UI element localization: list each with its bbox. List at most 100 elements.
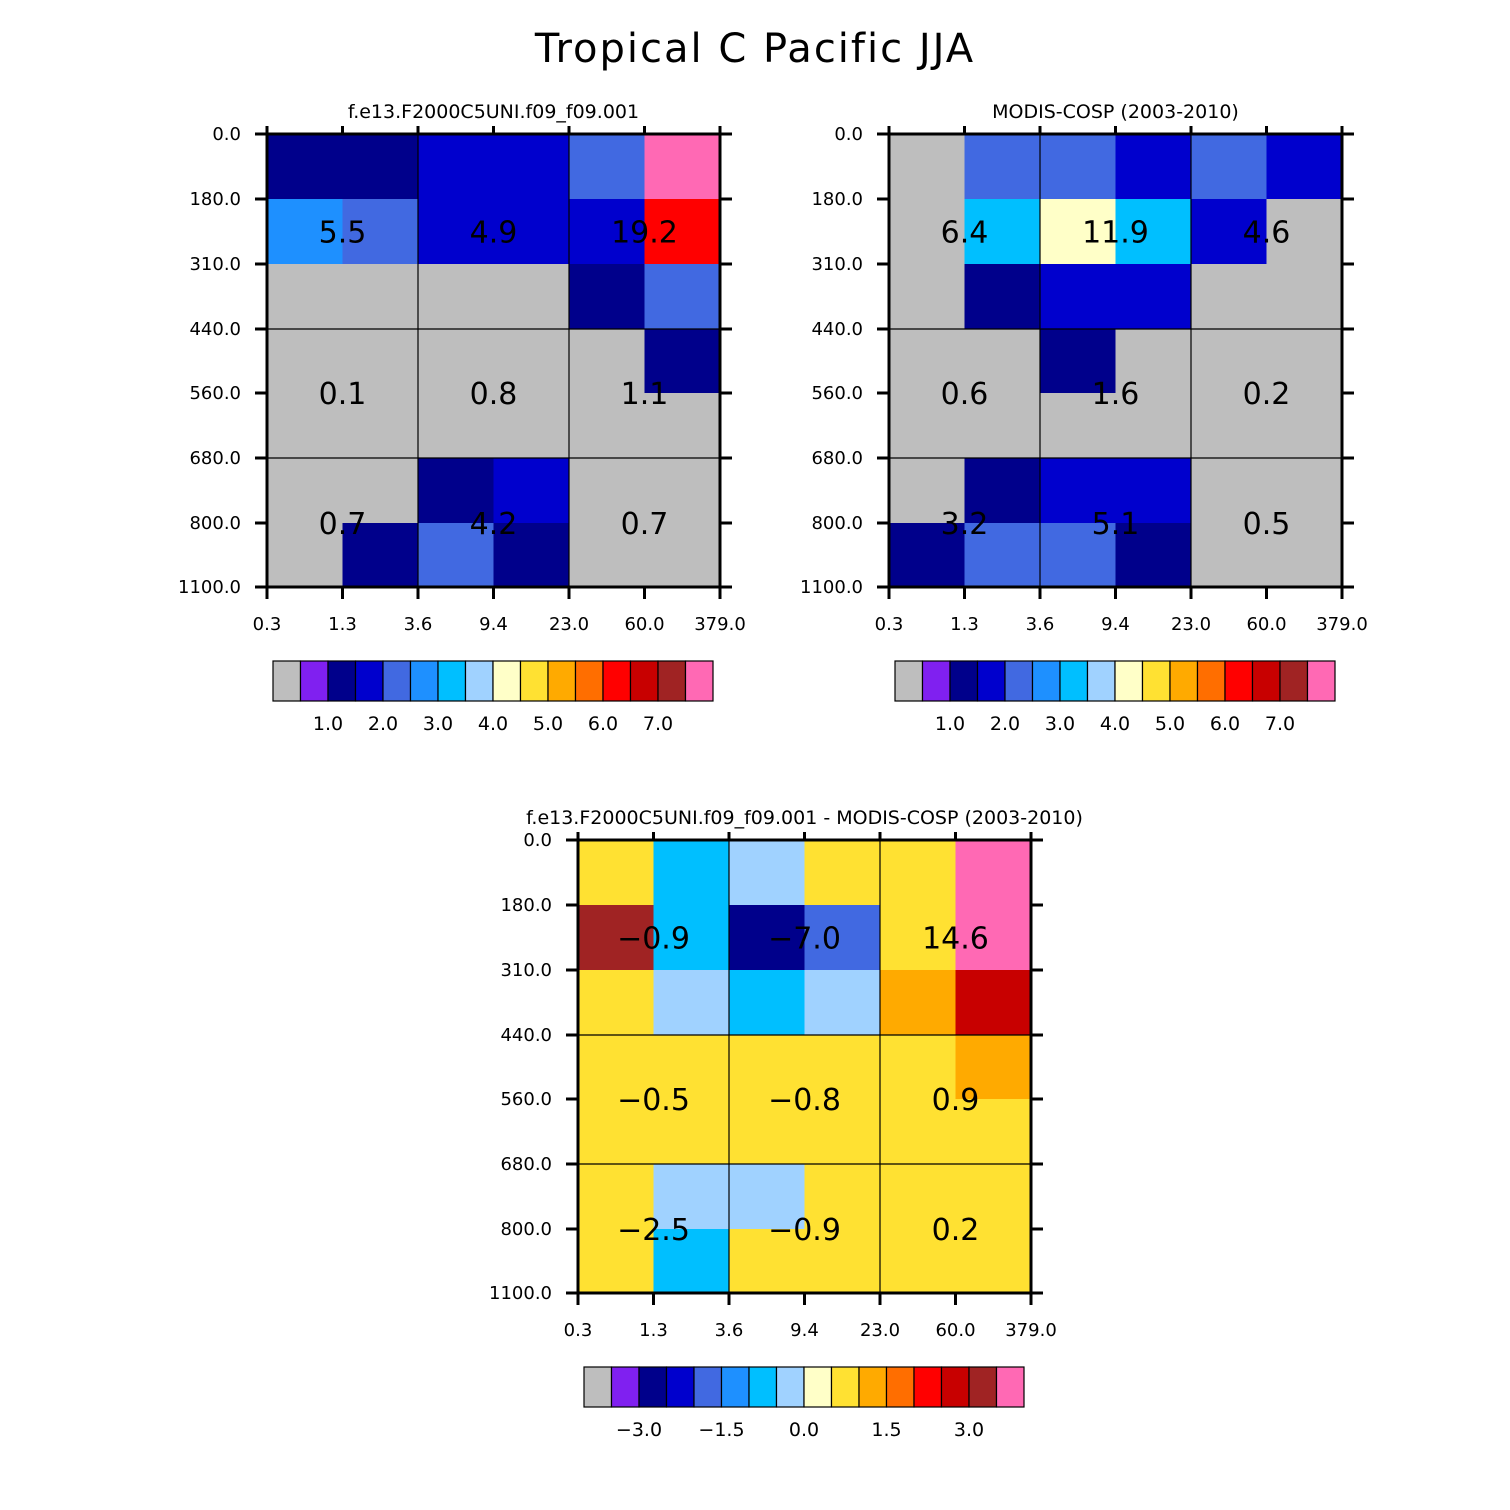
y-tick-label: 310.0 [500, 960, 552, 981]
y-tick-label: 560.0 [811, 383, 863, 404]
heatmap-cell [1115, 523, 1192, 588]
heatmap-cell [880, 1099, 957, 1165]
colorbar-swatch [464, 660, 494, 702]
heatmap-cell [644, 134, 721, 200]
heatmap-cell [955, 840, 1032, 906]
heatmap-cell [342, 523, 419, 588]
colorbar-swatch [1251, 660, 1281, 702]
cell-value-label: 6.4 [941, 216, 989, 251]
colorbar-label: 4.0 [1100, 713, 1130, 735]
colorbar-swatch [1031, 660, 1061, 702]
x-tick-label: 1.3 [950, 614, 979, 635]
heatmap-cell [1115, 199, 1192, 265]
y-tick-label: 680.0 [811, 448, 863, 469]
heatmap-cell [729, 840, 806, 906]
heatmap-panel-3: f.e13.F2000C5UNI.f09_f09.001 - MODIS-COS… [489, 807, 1083, 1441]
heatmap-cell [1191, 393, 1268, 459]
heatmap-cell [569, 134, 646, 200]
heatmap-cell [569, 199, 646, 265]
colorbar-label: 6.0 [1210, 713, 1240, 735]
heatmap-cell [1266, 329, 1343, 394]
panel-title: f.e13.F2000C5UNI.f09_f09.001 [348, 101, 639, 123]
x-tick-label: 23.0 [860, 1320, 900, 1341]
x-tick-label: 1.3 [328, 614, 357, 635]
x-tick-label: 0.3 [875, 614, 904, 635]
colorbar-swatch [409, 660, 439, 702]
cell-value-label: 0.6 [941, 377, 989, 412]
colorbar-swatch [1086, 660, 1116, 702]
x-tick-label: 379.0 [694, 614, 746, 635]
heatmap-cell [880, 970, 957, 1036]
y-tick-label: 0.0 [212, 124, 241, 145]
y-tick-label: 0.0 [523, 830, 552, 851]
cell-value-label: −0.8 [768, 1083, 841, 1118]
colorbar-swatch [1114, 660, 1144, 702]
colorbar-swatch [610, 1366, 640, 1408]
colorbar-label: 5.0 [1155, 713, 1185, 735]
heatmap-cell [804, 970, 881, 1036]
heatmap-cell [1040, 458, 1117, 524]
heatmap-cell [955, 1099, 1032, 1165]
colorbar-swatch [327, 660, 357, 702]
cell-value-label: 4.6 [1243, 216, 1291, 251]
heatmap-cell [493, 264, 570, 330]
colorbar-swatch [492, 660, 522, 702]
heatmap-cell [889, 199, 966, 265]
colorbar-swatch [949, 660, 979, 702]
colorbar-swatch [858, 1366, 888, 1408]
heatmap-cell [804, 840, 881, 906]
colorbar-swatch [638, 1366, 668, 1408]
heatmap-cell [1040, 393, 1117, 459]
figure-title: Tropical C Pacific JJA [534, 26, 975, 72]
heatmap-cell [729, 1035, 806, 1100]
colorbar-label: 3.0 [954, 1419, 984, 1441]
x-tick-label: 379.0 [1005, 1320, 1057, 1341]
cell-value-label: 5.5 [319, 216, 367, 251]
heatmap-cell [1266, 134, 1343, 200]
heatmap-cell [880, 905, 957, 971]
heatmap-cell [955, 1164, 1032, 1230]
heatmap-panel-1: f.e13.F2000C5UNI.f09_f09.001 0.0 180.0 310.… [178, 101, 746, 735]
cell-value-label: 19.2 [611, 216, 678, 251]
cell-value-label: 0.1 [319, 377, 367, 412]
heatmap-cell [1040, 264, 1117, 330]
heatmap-cell [644, 329, 721, 394]
colorbar-swatch [684, 660, 714, 702]
heatmap-cell [342, 264, 419, 330]
heatmap-cell [1115, 329, 1192, 394]
colorbar-swatch [830, 1366, 860, 1408]
y-tick-label: 180.0 [811, 189, 863, 210]
heatmap-cell [578, 1229, 655, 1294]
heatmap-cell [804, 1164, 881, 1230]
heatmap-cell [1040, 523, 1117, 588]
heatmap-cell [1191, 329, 1268, 394]
heatmap-cell [889, 393, 966, 459]
colorbar-swatch [354, 660, 384, 702]
y-tick-label: 1100.0 [178, 577, 241, 598]
cell-value-label: 0.7 [319, 507, 367, 542]
colorbar-label: −3.0 [616, 1419, 662, 1441]
heatmap-cell [418, 264, 495, 330]
colorbar-swatch [968, 1366, 998, 1408]
colorbar-swatch [272, 660, 302, 702]
x-tick-label: 9.4 [1101, 614, 1130, 635]
colorbar-swatch [657, 660, 687, 702]
heatmap-cell [342, 458, 419, 524]
heatmap-cell [1115, 393, 1192, 459]
colorbar-swatch [748, 1366, 778, 1408]
heatmap-cell [1191, 134, 1268, 200]
heatmap-cell [964, 199, 1041, 265]
heatmap-cell [964, 458, 1041, 524]
colorbar-swatch [1224, 660, 1254, 702]
y-tick-label: 180.0 [189, 189, 241, 210]
heatmap-cell [1115, 264, 1192, 330]
y-tick-label: 0.0 [834, 124, 863, 145]
heatmap-cell [644, 264, 721, 330]
colorbar-swatch [574, 660, 604, 702]
heatmap-cell [644, 458, 721, 524]
heatmap-cell [653, 840, 730, 906]
cell-value-label: 0.2 [932, 1213, 980, 1248]
heatmap-cell [1266, 199, 1343, 265]
x-tick-label: 3.6 [1026, 614, 1055, 635]
colorbar-swatch [913, 1366, 943, 1408]
